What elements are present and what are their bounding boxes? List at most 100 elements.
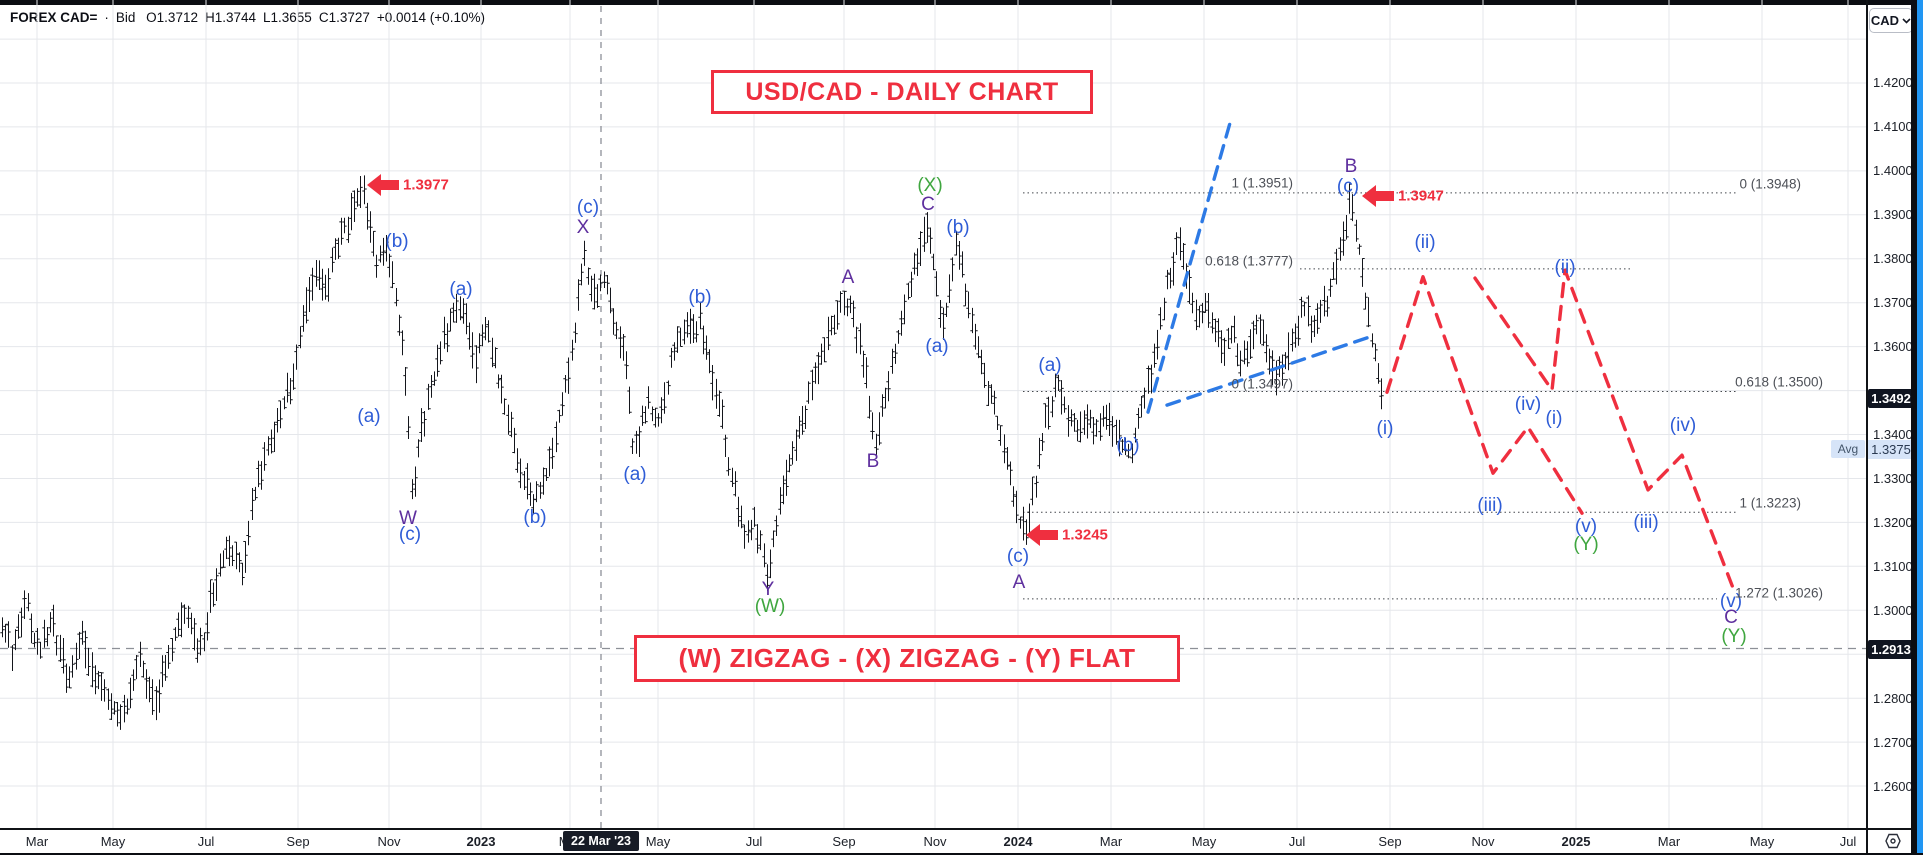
wave-label[interactable]: (iii) bbox=[1633, 512, 1659, 533]
wave-label[interactable]: B bbox=[1344, 156, 1358, 177]
wave-label[interactable]: C bbox=[921, 194, 935, 215]
wave-label[interactable]: Y bbox=[761, 579, 775, 600]
ohlc-change: +0.0014 (+0.10%) bbox=[376, 10, 485, 25]
projection-path[interactable] bbox=[1385, 275, 1584, 515]
price-axis-tick: 1.2800 bbox=[1873, 691, 1913, 706]
fib-level-label: 0 (1.3948) bbox=[1739, 176, 1801, 192]
avg-tag-badge: Avg bbox=[1831, 440, 1865, 458]
wave-label[interactable]: (Y) bbox=[1721, 626, 1747, 647]
pattern-note: (W) ZIGZAG - (X) ZIGZAG - (Y) FLAT bbox=[678, 643, 1136, 673]
time-axis-label: Nov bbox=[1471, 834, 1495, 849]
window-top-border bbox=[0, 0, 1923, 5]
fib-level-label: 1 (1.3223) bbox=[1739, 495, 1801, 511]
wave-label[interactable]: X bbox=[576, 217, 590, 238]
price-type: Bid bbox=[115, 10, 136, 25]
time-axis-label: Mar bbox=[1099, 834, 1123, 849]
chevron-down-icon bbox=[1902, 17, 1911, 24]
price-axis-tick: 1.4000 bbox=[1873, 163, 1913, 178]
time-axis-label: Sep bbox=[286, 834, 310, 849]
selected-date-badge[interactable]: 22 Mar '23 bbox=[563, 831, 639, 851]
symbol-header[interactable]: FOREX CAD= · Bid O1.3712 H1.3744 L1.3655 C1.3… bbox=[10, 10, 492, 28]
price-bars[interactable] bbox=[0, 175, 1384, 730]
time-axis-label: Jul bbox=[197, 834, 215, 849]
alert-price-badge: 1.2913 bbox=[1868, 640, 1914, 659]
wave-label[interactable]: (W) bbox=[754, 596, 786, 617]
time-axis-label: Jul bbox=[1839, 834, 1857, 849]
header-separator: · bbox=[104, 10, 109, 25]
time-axis-label: Jul bbox=[745, 834, 763, 849]
price-scale-settings-button[interactable] bbox=[1881, 832, 1905, 850]
wave-label[interactable]: (v) bbox=[1574, 516, 1598, 537]
chart-title: USD/CAD - DAILY CHART bbox=[745, 77, 1059, 106]
wave-label[interactable]: A bbox=[1012, 572, 1026, 593]
wave-label[interactable]: (a) bbox=[925, 336, 949, 357]
price-axis-tick: 1.4200 bbox=[1873, 75, 1913, 90]
wave-label[interactable]: (b) bbox=[688, 287, 712, 308]
price-axis-tick: 1.3800 bbox=[1873, 251, 1913, 266]
price-axis-tick: 1.2700 bbox=[1873, 735, 1913, 750]
wave-label[interactable]: (b) bbox=[1116, 435, 1140, 456]
wave-label[interactable]: (Y) bbox=[1573, 534, 1599, 555]
time-axis-label: Mar bbox=[1657, 834, 1681, 849]
time-axis-label: Nov bbox=[923, 834, 947, 849]
time-axis-label: 2025 bbox=[1561, 834, 1591, 849]
window-bottom-border bbox=[0, 853, 1923, 855]
time-axis-label: May bbox=[1191, 834, 1217, 849]
wave-label[interactable]: (c) bbox=[1336, 176, 1360, 197]
wave-label[interactable]: (c) bbox=[576, 197, 600, 218]
currency-selector-button[interactable]: CAD bbox=[1869, 8, 1913, 33]
price-axis-tick: 1.3000 bbox=[1873, 603, 1913, 618]
wave-label[interactable]: A bbox=[841, 267, 855, 288]
wave-label[interactable]: C bbox=[1724, 607, 1738, 628]
wave-label[interactable]: (i) bbox=[1545, 408, 1563, 429]
wave-label[interactable]: (c) bbox=[1006, 546, 1030, 567]
wave-label[interactable]: (b) bbox=[946, 217, 970, 238]
price-arrow-icon[interactable] bbox=[367, 174, 399, 196]
chart-title-box[interactable]: USD/CAD - DAILY CHART bbox=[711, 70, 1093, 114]
price-axis-tick: 1.3300 bbox=[1873, 471, 1913, 486]
wave-label[interactable]: (ii) bbox=[1554, 257, 1576, 278]
wave-label[interactable]: (X) bbox=[917, 175, 943, 196]
time-axis-label: Jul bbox=[1288, 834, 1306, 849]
wave-label[interactable]: (a) bbox=[357, 406, 381, 427]
time-axis-label: May bbox=[1749, 834, 1775, 849]
arrow-price-label: 1.3977 bbox=[403, 176, 449, 194]
wave-label[interactable]: (a) bbox=[449, 279, 473, 300]
wave-label[interactable]: (c) bbox=[398, 524, 422, 545]
wave-label[interactable]: (iv) bbox=[1514, 394, 1542, 415]
time-axis-label: 2023 bbox=[466, 834, 496, 849]
trendline[interactable] bbox=[1146, 121, 1232, 414]
wave-label[interactable]: (b) bbox=[385, 231, 409, 252]
wave-label[interactable]: (iv) bbox=[1669, 415, 1697, 436]
price-axis-tick: 1.2600 bbox=[1873, 779, 1913, 794]
wave-label[interactable]: (a) bbox=[623, 464, 647, 485]
time-axis-label: 2024 bbox=[1003, 834, 1033, 849]
price-axis-tick: 1.3900 bbox=[1873, 207, 1913, 222]
fib-level-label: 0.618 (1.3500) bbox=[1735, 374, 1823, 390]
time-axis-label: Nov bbox=[377, 834, 401, 849]
time-axis-label: Sep bbox=[832, 834, 856, 849]
time-axis-label: Sep bbox=[1378, 834, 1402, 849]
symbol-name[interactable]: FOREX CAD= bbox=[10, 10, 98, 25]
pattern-note-box[interactable]: (W) ZIGZAG - (X) ZIGZAG - (Y) FLAT bbox=[634, 635, 1180, 682]
wave-label[interactable]: (v) bbox=[1719, 591, 1743, 612]
arrow-price-label: 1.3947 bbox=[1398, 187, 1444, 205]
wave-label[interactable]: B bbox=[866, 451, 880, 472]
time-axis-label: Mar bbox=[25, 834, 49, 849]
wave-label[interactable]: (b) bbox=[523, 507, 547, 528]
projection-path[interactable] bbox=[1473, 268, 1735, 590]
price-arrow-icon[interactable] bbox=[1362, 185, 1394, 207]
wave-label[interactable]: (a) bbox=[1038, 355, 1062, 376]
wave-label[interactable]: W bbox=[399, 508, 417, 529]
price-axis-tick: 1.3100 bbox=[1873, 559, 1913, 574]
wave-label[interactable]: (iii) bbox=[1477, 495, 1503, 516]
trendline[interactable] bbox=[1165, 336, 1369, 407]
time-axis-border bbox=[0, 828, 1917, 830]
fib-level-label: 0.618 (1.3777) bbox=[1205, 253, 1293, 269]
wave-label[interactable]: (ii) bbox=[1414, 232, 1436, 253]
price-arrow-icon[interactable] bbox=[1026, 524, 1058, 546]
wave-label[interactable]: (i) bbox=[1376, 418, 1394, 439]
gear-icon bbox=[1885, 833, 1901, 849]
